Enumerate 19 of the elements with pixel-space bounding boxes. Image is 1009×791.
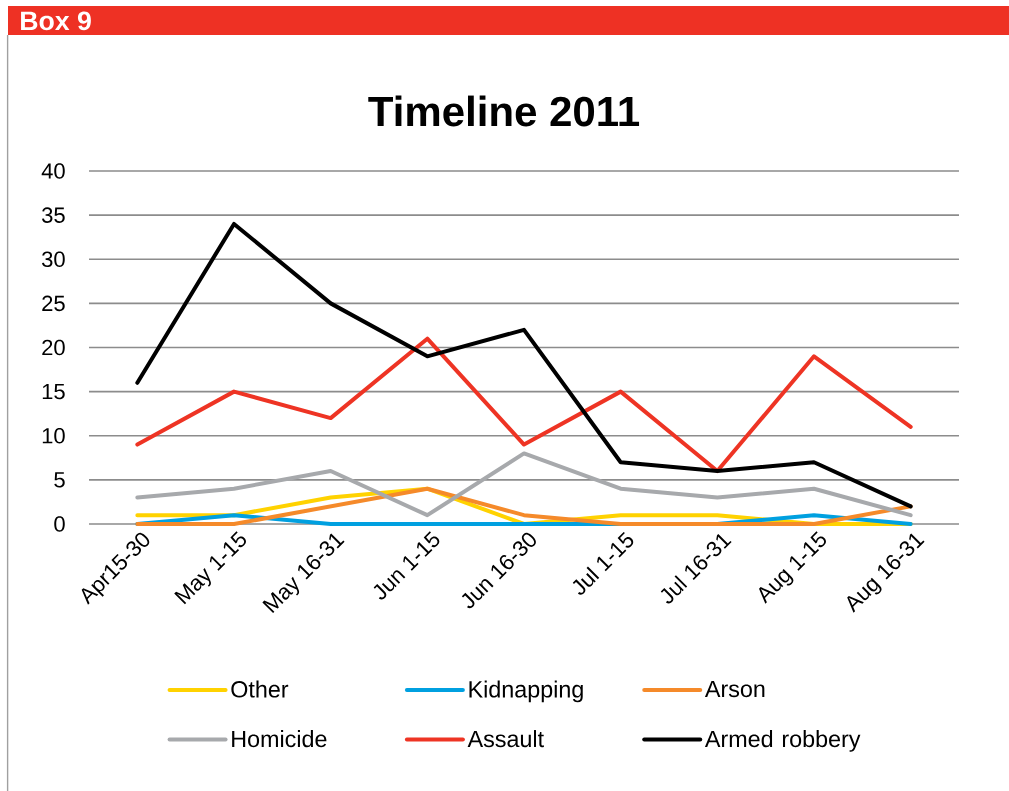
legend-label: Armed robbery	[704, 730, 861, 752]
y-tick-label: 5	[54, 472, 65, 488]
y-tick-label: 20	[42, 339, 65, 356]
y-tick-label: 40	[41, 163, 65, 179]
legend-label: Other	[231, 680, 289, 698]
chart-title: Timeline 2011	[368, 95, 640, 127]
y-tick-label: 35	[42, 207, 65, 223]
line-series	[135, 451, 913, 518]
legend-label: Kidnapping	[469, 680, 583, 703]
text: Box 9	[21, 11, 91, 31]
y-tick-label: 30	[42, 251, 65, 268]
y-tick-label: 10	[42, 427, 65, 444]
y-tick-label: 0	[54, 516, 65, 532]
legend-label: Arson	[704, 680, 765, 698]
y-tick-label: 25	[42, 295, 65, 312]
legend-label: Homicide	[232, 730, 327, 748]
line-series	[135, 221, 913, 509]
legend-label: Assault	[467, 730, 544, 748]
y-tick-label: 15	[42, 383, 65, 400]
